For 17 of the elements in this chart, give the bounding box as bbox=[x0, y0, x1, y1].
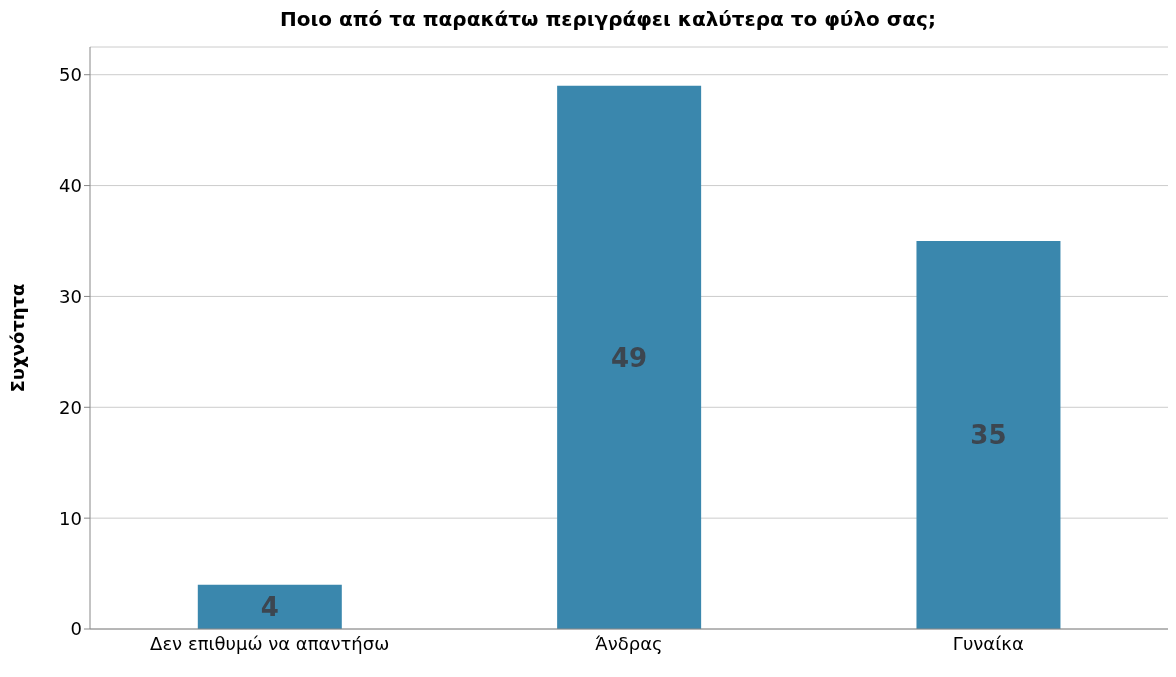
x-tick-label: Δεν επιθυμώ να απαντήσω bbox=[150, 632, 390, 654]
data-label: 4 bbox=[260, 592, 279, 623]
bar bbox=[557, 85, 702, 629]
y-tick-label: 30 bbox=[59, 285, 82, 307]
y-tick-label: 40 bbox=[59, 174, 82, 196]
y-axis-title: Συχνότητα bbox=[7, 283, 29, 393]
y-tick-label: 50 bbox=[59, 64, 82, 86]
data-label: 49 bbox=[611, 342, 648, 373]
y-tick-label: 0 bbox=[70, 618, 82, 640]
bar bbox=[916, 241, 1061, 629]
bar bbox=[197, 584, 342, 629]
chart-title: Ποιο από τα παρακάτω περιγράφει καλύτερα το φύλο σας; bbox=[279, 7, 937, 33]
y-tick-label: 10 bbox=[59, 507, 82, 529]
x-tick-label: Άνδρας bbox=[595, 632, 663, 654]
y-tick-label: 20 bbox=[59, 396, 82, 418]
data-label: 35 bbox=[970, 420, 1007, 451]
x-tick-label: Γυναίκα bbox=[952, 632, 1024, 654]
